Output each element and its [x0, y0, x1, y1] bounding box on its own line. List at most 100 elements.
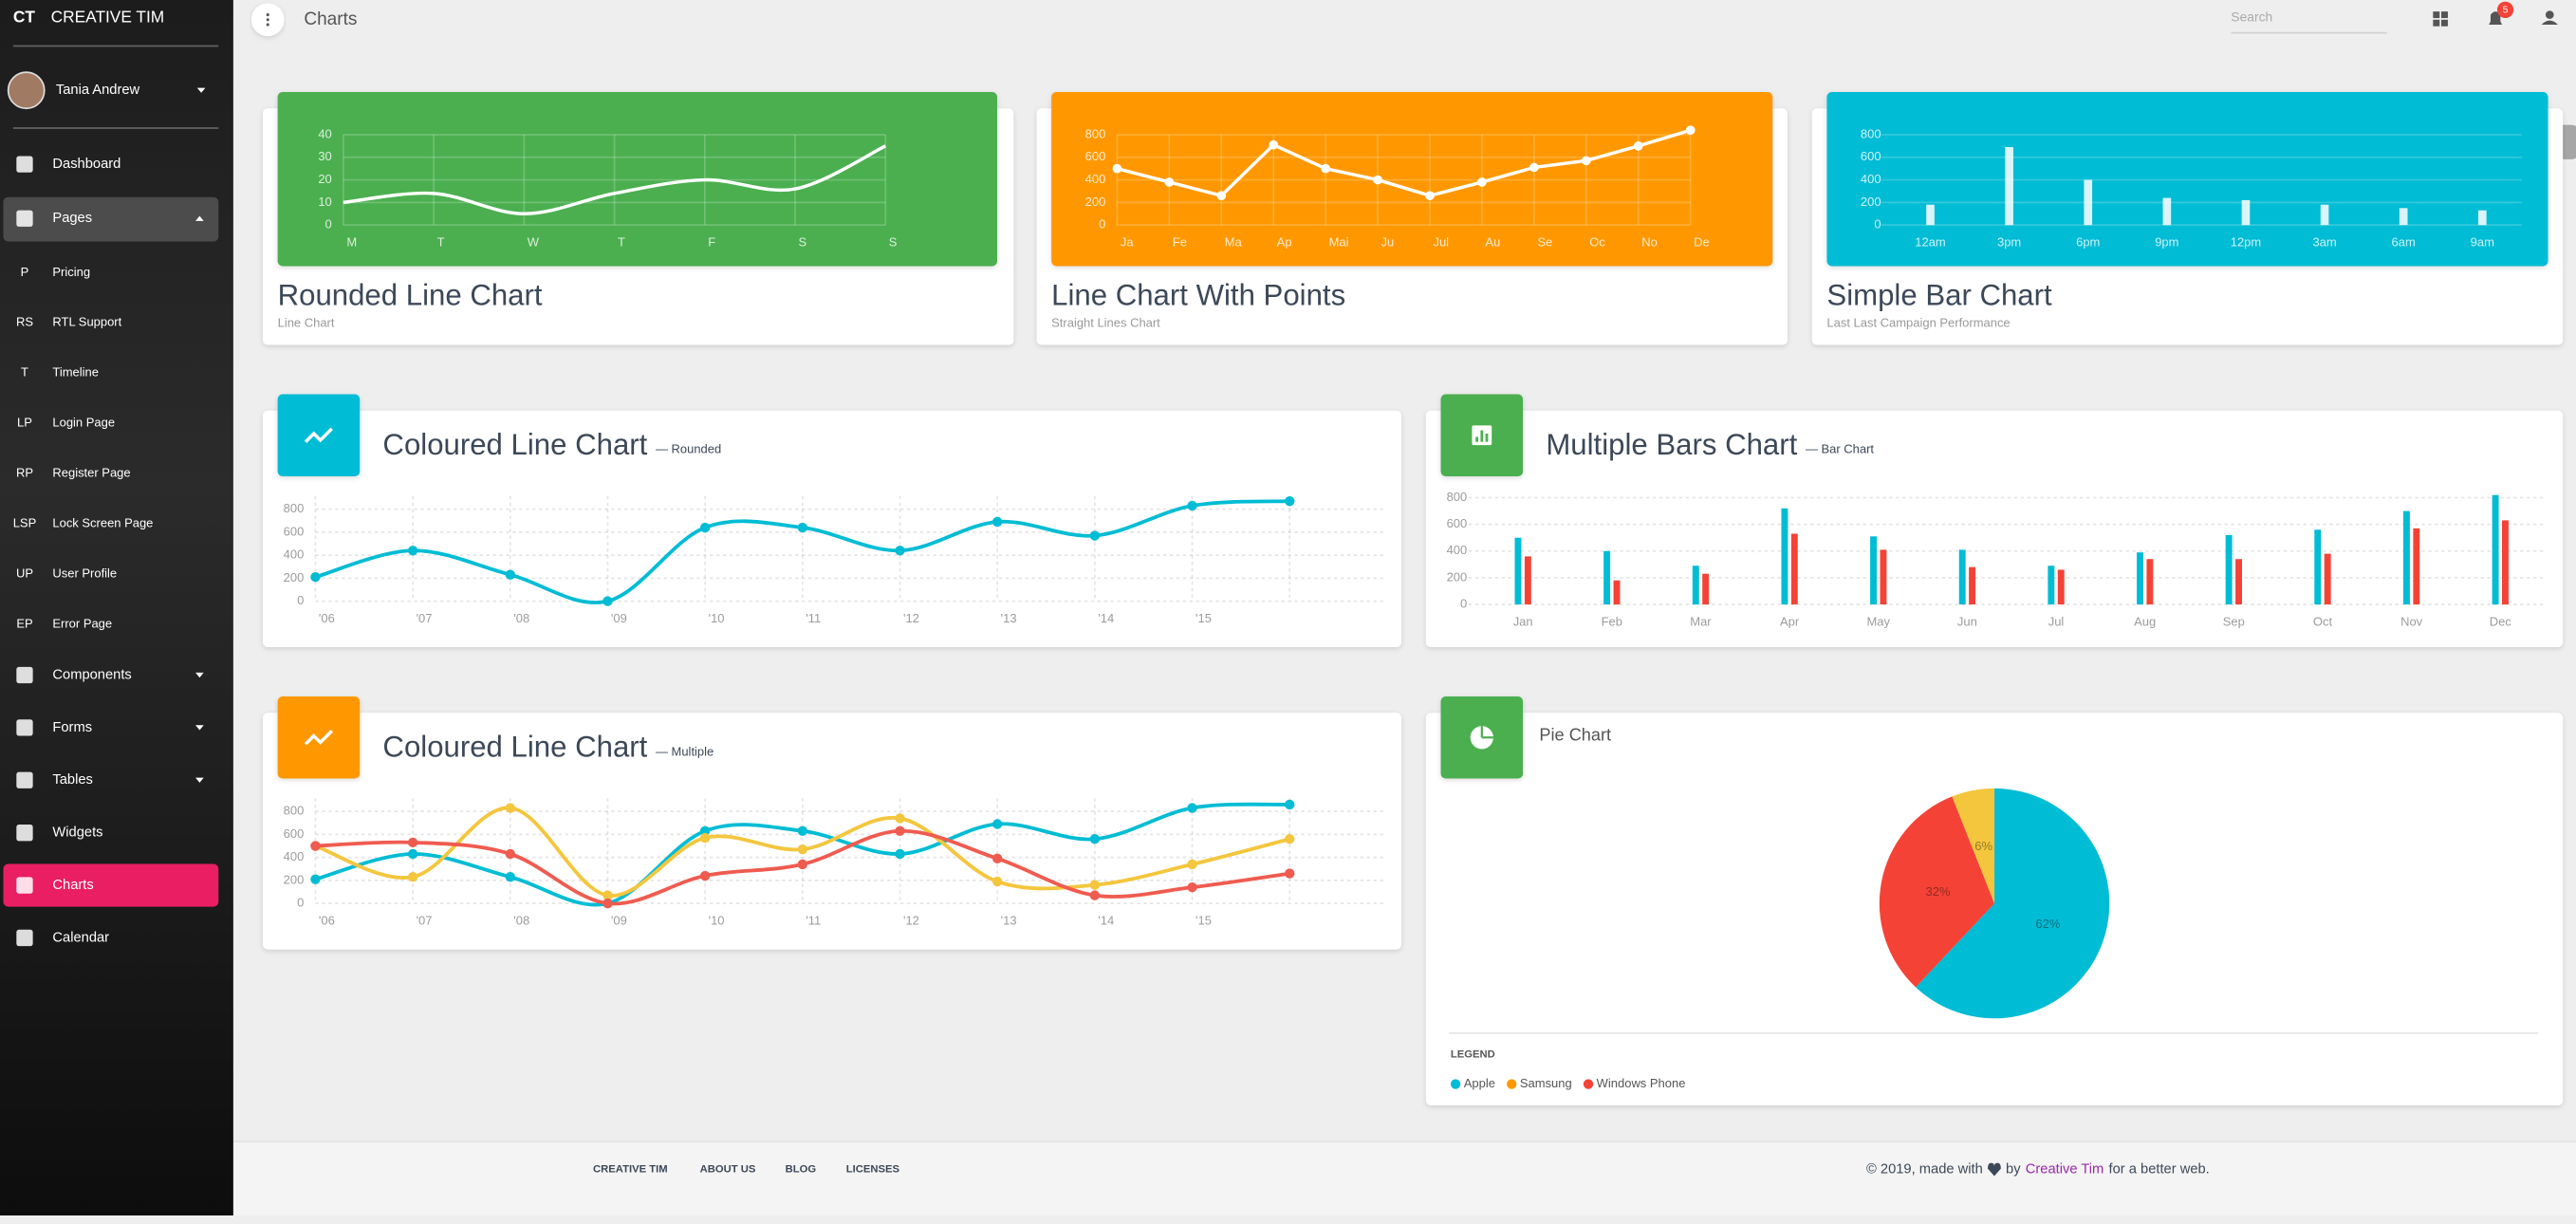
- x-tick-label: Feb: [1602, 615, 1622, 629]
- point: [310, 874, 321, 884]
- x-tick-label: Nov: [2400, 615, 2423, 629]
- point: [505, 803, 515, 813]
- dashboard-icon[interactable]: [2433, 19, 2440, 27]
- nav-item[interactable]: Pages: [52, 211, 92, 226]
- line: [1116, 128, 1692, 198]
- copyright-text: by: [2006, 1161, 2021, 1177]
- x-tick-label: De: [1694, 235, 1710, 250]
- bar: [2048, 566, 2055, 605]
- y-tick-label: 0: [297, 593, 304, 607]
- icon-glyph: [1480, 430, 1484, 442]
- nav-icon: [16, 929, 33, 947]
- bar: [1603, 550, 1611, 605]
- dashboard-icon[interactable]: [2433, 11, 2440, 19]
- dashboard-icon[interactable]: [2441, 11, 2448, 19]
- point: [407, 837, 418, 848]
- x-tick-label: 9pm: [2155, 235, 2178, 250]
- x-tick-label: '10: [709, 914, 725, 928]
- slice-label: 6%: [1974, 839, 1992, 853]
- point: [1089, 834, 1101, 844]
- nav-subitem[interactable]: Timeline: [52, 365, 99, 380]
- nav-subitem[interactable]: User Profile: [52, 566, 117, 581]
- bar: [1790, 533, 1798, 605]
- slice-label: 62%: [2035, 917, 2060, 931]
- nav-item[interactable]: Components: [52, 667, 131, 682]
- card-icon: [277, 394, 361, 477]
- bar: [1880, 549, 1887, 605]
- bar: [2324, 553, 2331, 605]
- x-tick-label: Mai: [1329, 235, 1349, 250]
- avatar[interactable]: [7, 71, 46, 110]
- x-tick-label: 6am: [2392, 235, 2416, 250]
- y-tick-label: 400: [1085, 172, 1106, 186]
- nav-subitem[interactable]: Error Page: [52, 617, 112, 631]
- point: [1089, 880, 1101, 890]
- y-tick-label: 600: [284, 826, 305, 841]
- search-input[interactable]: Search: [2231, 9, 2272, 25]
- point: [1685, 125, 1696, 136]
- y-tick-label: 200: [284, 872, 305, 886]
- nav-subitem[interactable]: Login Page: [52, 416, 115, 430]
- nav-subitem[interactable]: Pricing: [52, 265, 90, 279]
- point: [505, 569, 515, 580]
- x-tick-label: May: [1866, 615, 1890, 629]
- nav-item[interactable]: Forms: [52, 720, 92, 735]
- x-tick-label: '12: [903, 611, 919, 625]
- bar: [2235, 559, 2242, 605]
- bar: [2057, 569, 2065, 605]
- profile-icon[interactable]: [2545, 10, 2554, 19]
- footer-link[interactable]: ABOUT US: [700, 1164, 756, 1176]
- nav-icon: [16, 825, 33, 842]
- nav-item[interactable]: Charts: [52, 878, 93, 893]
- y-tick-label: 200: [284, 570, 305, 584]
- point: [1216, 191, 1227, 201]
- nav-subitem[interactable]: RTL Support: [52, 315, 121, 329]
- point: [1285, 495, 1295, 507]
- logo[interactable]: CREATIVE TIM: [51, 8, 165, 27]
- x-tick-label: '09: [611, 611, 627, 625]
- footer-link[interactable]: BLOG: [786, 1164, 817, 1176]
- x-tick-label: F: [708, 235, 715, 250]
- y-tick-label: 800: [1447, 490, 1468, 504]
- nav-abbr: LP: [17, 416, 32, 430]
- y-tick-label: 200: [1861, 195, 1881, 209]
- x-tick-label: Se: [1537, 235, 1552, 250]
- menu-dot: [266, 13, 269, 17]
- x-tick-label: Au: [1485, 235, 1500, 250]
- user-name[interactable]: Tania Andrew: [56, 83, 140, 98]
- nav-item[interactable]: Widgets: [52, 825, 102, 841]
- x-tick-label: Dec: [2490, 615, 2512, 629]
- bar: [2084, 179, 2093, 226]
- x-tick-label: T: [437, 235, 445, 250]
- nav-subitem[interactable]: Register Page: [52, 466, 130, 480]
- y-tick-label: 800: [284, 804, 305, 818]
- card-subtitle: — Rounded: [656, 442, 721, 456]
- x-tick-label: '15: [1195, 611, 1212, 625]
- point: [407, 872, 418, 882]
- bar: [2492, 494, 2499, 605]
- footer-link[interactable]: LICENSES: [846, 1164, 900, 1176]
- nav-subitem[interactable]: Lock Screen Page: [52, 516, 153, 530]
- x-tick-label: '09: [611, 914, 627, 928]
- copyright-link[interactable]: Creative Tim: [2026, 1161, 2104, 1177]
- icon-glyph: [1470, 726, 1493, 750]
- bar: [1524, 556, 1531, 605]
- card-icon: [277, 695, 361, 779]
- y-tick-label: 800: [1085, 126, 1106, 140]
- y-tick-label: 0: [297, 896, 304, 910]
- nav-abbr: UP: [16, 566, 33, 581]
- nav-item[interactable]: Tables: [52, 772, 93, 788]
- footer-bg: [232, 1141, 2576, 1216]
- point: [1269, 139, 1279, 150]
- dashboard-icon[interactable]: [2441, 19, 2448, 27]
- caret: [195, 215, 204, 221]
- sidebar: [0, 0, 233, 1216]
- nav-icon: [16, 877, 33, 894]
- nav-item[interactable]: Dashboard: [52, 157, 120, 172]
- nav-item[interactable]: Calendar: [52, 930, 109, 945]
- icon-glyph: [1485, 434, 1489, 442]
- x-tick-label: Mar: [1690, 615, 1712, 629]
- bar: [2225, 534, 2233, 605]
- footer-link[interactable]: CREATIVE TIM: [593, 1164, 668, 1176]
